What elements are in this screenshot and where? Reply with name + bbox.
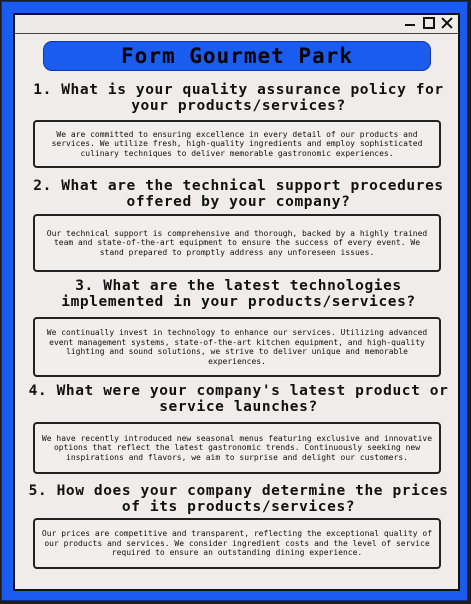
answer-box-2: Our technical support is comprehensive a… — [33, 214, 441, 272]
form-window: Form Gourmet Park 1. What is your qualit… — [13, 13, 460, 591]
answer-4: We have recently introduced new seasonal… — [41, 433, 433, 462]
answer-box-1: We are committed to ensuring excellence … — [33, 120, 441, 168]
question-5: 5. How does your company determine the p… — [28, 483, 449, 515]
window-titlebar[interactable] — [15, 15, 458, 34]
question-2: 2. What are the technical support proced… — [33, 178, 444, 210]
close-icon[interactable] — [441, 17, 453, 29]
question-3: 3. What are the latest technologies impl… — [61, 278, 416, 310]
answer-box-3: We continually invest in technology to e… — [33, 317, 441, 377]
answer-1: We are committed to ensuring excellence … — [51, 129, 423, 158]
minimize-icon[interactable] — [404, 17, 416, 29]
answer-5: Our prices are competitive and transpare… — [41, 529, 433, 558]
question-4: 4. What were your company's latest produ… — [28, 383, 449, 415]
page-title: Form Gourmet Park — [121, 44, 353, 68]
answer-box-5: Our prices are competitive and transpare… — [33, 518, 441, 569]
answer-2: Our technical support is comprehensive a… — [46, 228, 428, 257]
form-header: Form Gourmet Park — [43, 41, 431, 71]
question-1: 1. What is your quality assurance policy… — [33, 82, 444, 114]
answer-box-4: We have recently introduced new seasonal… — [33, 422, 441, 474]
maximize-icon[interactable] — [423, 17, 435, 29]
answer-3: We continually invest in technology to e… — [46, 328, 428, 366]
